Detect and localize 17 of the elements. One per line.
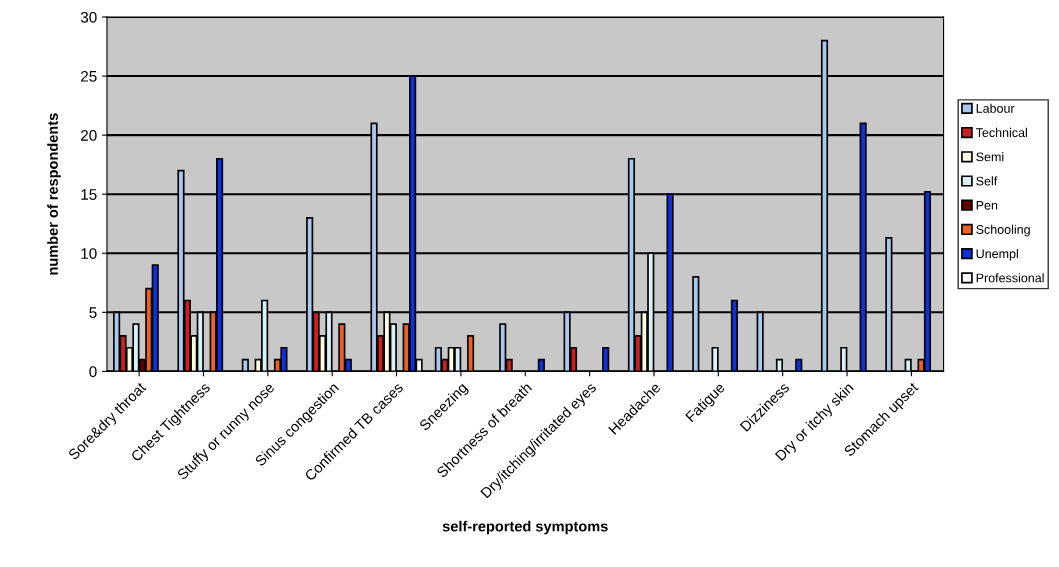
legend-label: Pen bbox=[976, 200, 998, 210]
y-tick-label: 20 bbox=[81, 130, 97, 141]
y-axis-title: number of respondents bbox=[47, 113, 61, 275]
legend-label: Schooling bbox=[976, 224, 1030, 237]
legend-label: Labour bbox=[976, 103, 1015, 113]
y-tick-label: 25 bbox=[81, 70, 97, 82]
y-tick-label: 10 bbox=[81, 248, 97, 259]
y-tick-label: 15 bbox=[81, 189, 97, 200]
legend-label: Technical bbox=[975, 127, 1027, 138]
legend-label: Semi bbox=[976, 152, 1004, 162]
legend-label: Unempl bbox=[976, 248, 1018, 261]
legend-label: Self bbox=[976, 176, 998, 186]
y-tick-label: 5 bbox=[89, 307, 97, 319]
y-tick-label: 0 bbox=[89, 366, 97, 378]
legend-label: Professional bbox=[976, 273, 1044, 283]
x-axis-title: self-reported symptoms bbox=[442, 520, 608, 535]
y-tick-label: 30 bbox=[80, 11, 97, 23]
